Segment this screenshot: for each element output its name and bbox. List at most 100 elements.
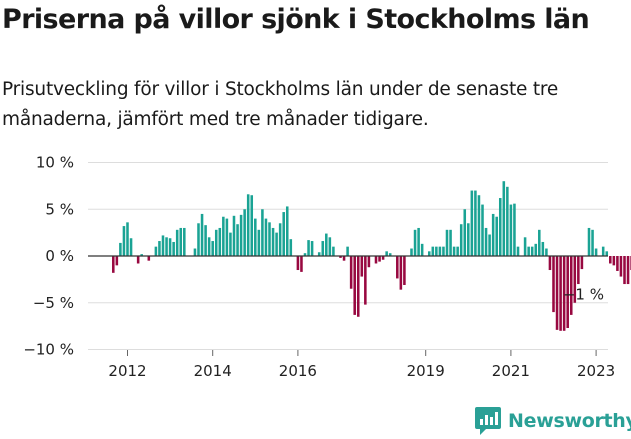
bar <box>427 251 431 256</box>
bar <box>577 256 580 285</box>
bar <box>193 248 197 256</box>
bar <box>342 256 346 261</box>
bar <box>207 237 211 256</box>
bar <box>183 227 186 256</box>
y-tick-label: −5 % <box>33 294 74 312</box>
bar <box>211 241 214 256</box>
bar <box>257 229 261 256</box>
bar <box>474 190 477 256</box>
bar <box>119 242 122 256</box>
chart-subtitle: Prisutveckling för villor i Stockholms l… <box>2 79 559 130</box>
bar <box>573 256 577 303</box>
bar <box>275 232 278 257</box>
bar <box>161 235 165 256</box>
bar <box>378 256 381 262</box>
bar <box>449 229 452 256</box>
bar <box>626 256 630 285</box>
bar <box>300 256 303 272</box>
bar <box>285 206 289 256</box>
y-tick-label: 0 % <box>45 247 74 265</box>
bar <box>498 198 502 256</box>
bar <box>328 237 332 256</box>
bar <box>594 248 598 256</box>
bar <box>140 254 143 256</box>
bar <box>530 246 534 256</box>
bar <box>566 256 569 328</box>
bar <box>229 232 232 257</box>
bar <box>112 256 115 273</box>
bar <box>197 223 200 256</box>
bar <box>445 229 449 256</box>
bar <box>374 256 378 264</box>
bar <box>367 256 371 268</box>
bar <box>122 226 126 256</box>
bar <box>321 241 325 256</box>
bar <box>307 240 310 256</box>
bar <box>296 256 300 271</box>
bar <box>420 243 424 256</box>
bar <box>268 222 271 256</box>
bar <box>147 256 151 261</box>
bar <box>175 229 179 256</box>
brand-name: Newsworthy <box>508 410 631 432</box>
bar <box>222 216 225 256</box>
bar <box>491 213 495 256</box>
bar <box>158 241 161 256</box>
bar <box>506 186 509 256</box>
bars <box>112 181 631 331</box>
bar <box>254 218 257 256</box>
bar <box>200 213 204 256</box>
bar <box>548 256 552 271</box>
bar <box>435 246 438 256</box>
x-tick-label: 2023 <box>577 362 615 380</box>
bar <box>289 239 293 256</box>
bar <box>264 218 268 256</box>
bar <box>545 248 548 256</box>
bar <box>502 181 506 256</box>
bar <box>459 224 463 256</box>
brand-logo: Newsworthy <box>474 404 631 438</box>
bar <box>591 229 594 256</box>
y-tick-label: 5 % <box>45 200 74 218</box>
bar <box>168 238 172 256</box>
x-tick-label: 2016 <box>279 362 317 380</box>
bar <box>541 241 545 256</box>
bar <box>527 246 530 256</box>
bar <box>356 256 360 317</box>
y-axis-labels: 10 % 5 % 0 % −5 % −10 % <box>23 154 74 359</box>
bar <box>360 256 364 277</box>
bar <box>495 216 498 256</box>
bar <box>463 209 467 256</box>
bar <box>399 256 403 290</box>
bar <box>580 256 584 270</box>
x-tick-label: 2012 <box>108 362 146 380</box>
bar <box>136 256 140 264</box>
bar <box>612 256 616 266</box>
bar <box>605 251 609 256</box>
bar <box>442 246 445 256</box>
bar <box>413 229 417 256</box>
bar <box>346 246 349 256</box>
bar <box>204 225 207 256</box>
bar <box>609 256 612 264</box>
bar <box>317 252 321 256</box>
bar <box>477 195 481 256</box>
bar <box>555 256 559 330</box>
x-tick-label: 2014 <box>194 362 232 380</box>
bar <box>115 256 119 266</box>
bar <box>467 223 470 256</box>
bar <box>538 229 541 256</box>
bar <box>282 212 285 256</box>
bar <box>452 246 456 256</box>
bar <box>353 256 356 315</box>
bar <box>218 227 222 256</box>
bar <box>388 253 392 256</box>
bar <box>179 227 183 256</box>
bar <box>534 243 538 256</box>
bar <box>559 256 562 331</box>
bar <box>332 246 335 256</box>
bar <box>438 246 442 256</box>
chart-title: Priserna på villor sjönk i Stockholms lä… <box>2 4 590 35</box>
bar <box>481 204 484 256</box>
